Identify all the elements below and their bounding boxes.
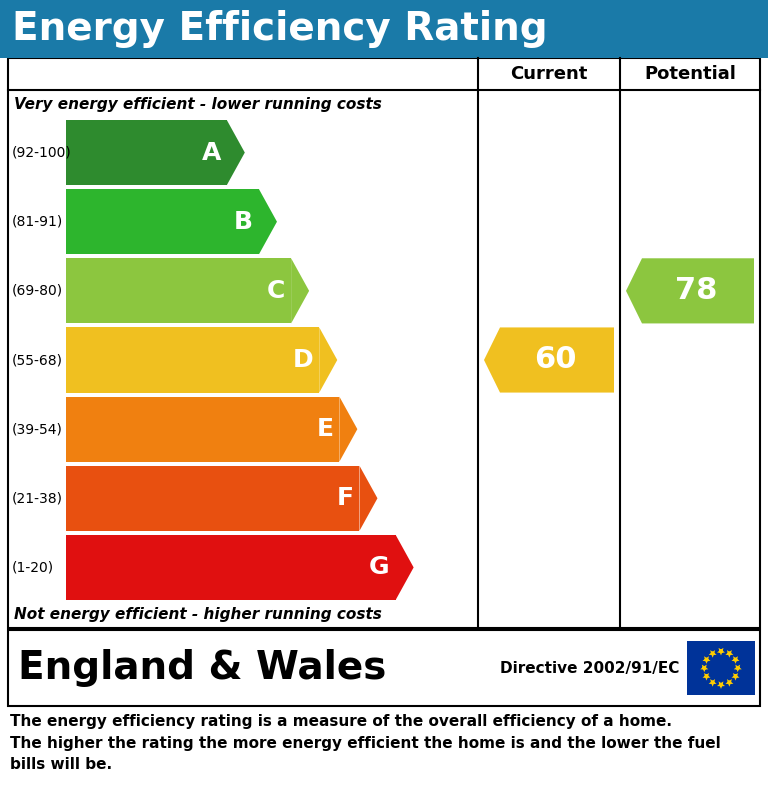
Text: (92-100): (92-100) <box>12 145 71 159</box>
Text: England & Wales: England & Wales <box>18 649 386 687</box>
Text: Not energy efficient - higher running costs: Not energy efficient - higher running co… <box>14 608 382 622</box>
Bar <box>66 259 291 323</box>
Polygon shape <box>291 259 309 323</box>
Polygon shape <box>227 120 245 185</box>
Text: (69-80): (69-80) <box>12 284 63 298</box>
Bar <box>66 465 359 531</box>
Polygon shape <box>731 673 740 680</box>
Text: E: E <box>316 417 333 441</box>
Text: 78: 78 <box>675 276 717 305</box>
Text: Energy Efficiency Rating: Energy Efficiency Rating <box>12 10 548 48</box>
Bar <box>66 397 339 461</box>
Bar <box>8 58 760 628</box>
Text: Directive 2002/91/EC: Directive 2002/91/EC <box>500 660 679 675</box>
Text: (21-38): (21-38) <box>12 491 63 505</box>
Bar <box>687 641 755 695</box>
Polygon shape <box>725 650 733 658</box>
Polygon shape <box>626 259 754 323</box>
Polygon shape <box>709 650 717 658</box>
Bar <box>66 189 259 255</box>
Polygon shape <box>709 679 717 687</box>
Text: D: D <box>293 348 313 372</box>
Bar <box>66 327 319 393</box>
Polygon shape <box>700 665 708 672</box>
Text: Potential: Potential <box>644 65 736 83</box>
Text: (39-54): (39-54) <box>12 422 63 436</box>
Text: 60: 60 <box>534 346 576 374</box>
Polygon shape <box>703 673 710 680</box>
Polygon shape <box>359 465 377 531</box>
Polygon shape <box>717 648 725 655</box>
Text: B: B <box>234 210 253 234</box>
Bar <box>66 535 396 600</box>
Polygon shape <box>725 679 733 687</box>
Polygon shape <box>733 665 742 672</box>
Text: (81-91): (81-91) <box>12 215 63 229</box>
Polygon shape <box>731 656 740 664</box>
Text: (55-68): (55-68) <box>12 353 63 367</box>
Polygon shape <box>319 327 337 393</box>
Bar <box>8 630 760 706</box>
Text: Current: Current <box>510 65 588 83</box>
Text: (1-20): (1-20) <box>12 561 54 574</box>
Text: C: C <box>266 279 285 303</box>
Bar <box>0 0 768 58</box>
Polygon shape <box>717 681 725 689</box>
Polygon shape <box>339 397 357 461</box>
Polygon shape <box>259 189 277 255</box>
Text: The energy efficiency rating is a measure of the overall efficiency of a home.
T: The energy efficiency rating is a measur… <box>10 714 720 772</box>
Text: F: F <box>336 486 353 511</box>
Bar <box>66 120 227 185</box>
Polygon shape <box>484 327 614 393</box>
Polygon shape <box>396 535 414 600</box>
Text: G: G <box>369 555 389 579</box>
Text: Very energy efficient - lower running costs: Very energy efficient - lower running co… <box>14 96 382 112</box>
Polygon shape <box>703 656 710 664</box>
Text: A: A <box>201 141 221 165</box>
